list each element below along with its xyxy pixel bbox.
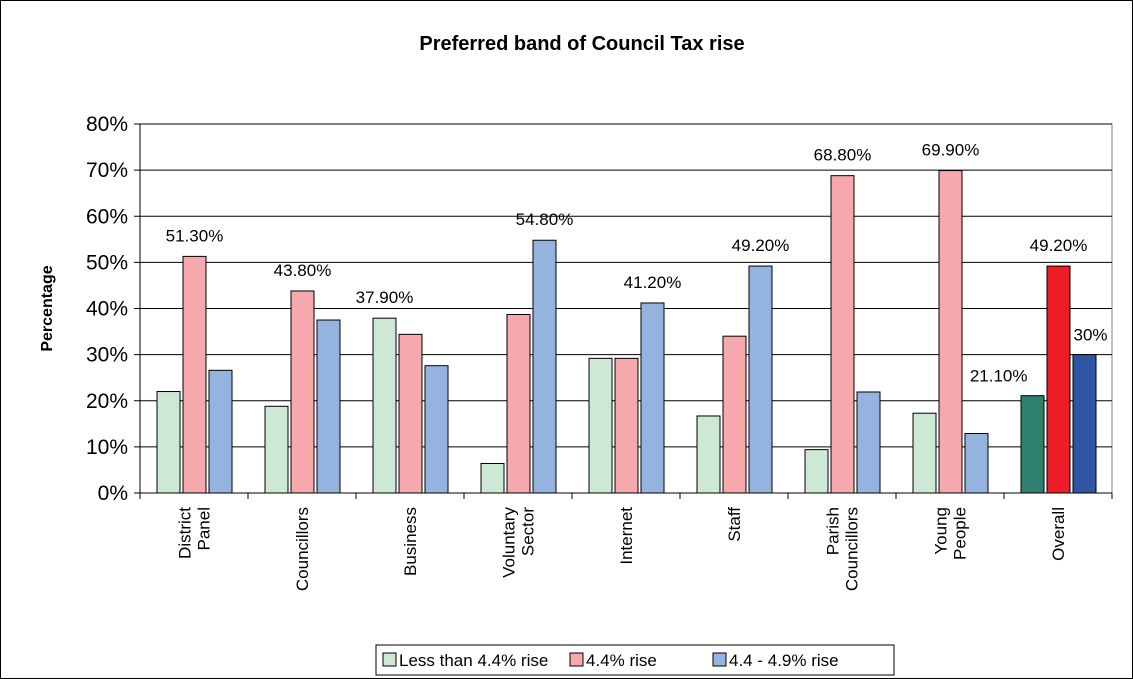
bar [424, 365, 449, 494]
category-label: Parish [824, 507, 843, 555]
legend-swatch [382, 652, 397, 667]
category-label: Internet [617, 507, 636, 565]
y-tick-label: 0% [98, 482, 128, 505]
bar [506, 313, 531, 494]
bar [938, 170, 963, 494]
bar [856, 391, 881, 494]
data-label: 21.10% [970, 367, 1028, 386]
legend-swatch [712, 652, 727, 667]
bar [290, 290, 315, 494]
category-label: People [951, 507, 970, 560]
bar [830, 175, 855, 494]
legend-label: 4.4 - 4.9% rise [729, 651, 839, 670]
bar [964, 432, 989, 494]
y-tick-label: 60% [86, 205, 128, 228]
bar [722, 335, 747, 494]
bar [696, 415, 721, 494]
data-label: 43.80% [274, 261, 332, 280]
category-label: Voluntary [500, 507, 519, 578]
legend-box [375, 644, 895, 676]
category-label: Young [932, 507, 951, 555]
data-label: 49.20% [732, 236, 790, 255]
category-label: Panel [195, 507, 214, 550]
bar [398, 333, 423, 494]
bar [640, 302, 665, 494]
legend-label: 4.4% rise [586, 651, 657, 670]
category-label: Sector [519, 507, 538, 556]
y-tick-label: 50% [86, 251, 128, 274]
data-label: 51.30% [166, 226, 224, 245]
category-label: District [176, 507, 195, 559]
category-label: Councillors [843, 507, 862, 591]
data-label: 54.80% [516, 210, 574, 229]
bar [614, 357, 639, 494]
category-label: Business [401, 507, 420, 576]
chart-title: Preferred band of Council Tax rise [419, 33, 744, 55]
bar [912, 412, 937, 494]
y-tick-label: 40% [86, 298, 128, 321]
bar [588, 357, 613, 494]
bar [372, 317, 397, 494]
bar [480, 462, 505, 494]
category-label: Overall [1049, 507, 1068, 561]
data-label: 49.20% [1030, 236, 1088, 255]
bar [804, 449, 829, 494]
bar [1020, 395, 1045, 494]
bar [316, 319, 341, 494]
y-tick-label: 80% [86, 113, 128, 136]
y-tick-label: 10% [86, 436, 128, 459]
bar [156, 391, 181, 494]
bar [1046, 265, 1071, 494]
data-label: 69.90% [922, 141, 980, 160]
y-tick-label: 20% [86, 390, 128, 413]
data-label: 41.20% [624, 273, 682, 292]
bar [182, 255, 207, 494]
legend-label: Less than 4.4% rise [399, 651, 548, 670]
bar [748, 265, 773, 494]
y-axis-title: Percentage [39, 265, 56, 351]
y-tick-label: 30% [86, 344, 128, 367]
category-label: Councillors [293, 507, 312, 591]
data-label: 37.90% [356, 288, 414, 307]
bar [264, 405, 289, 494]
legend-swatch [569, 652, 584, 667]
data-label: 30% [1074, 326, 1108, 345]
bar [208, 369, 233, 494]
data-label: 68.80% [814, 146, 872, 165]
category-label: Staff [725, 507, 744, 542]
y-tick-label: 70% [86, 159, 128, 182]
bar [1072, 354, 1097, 494]
bar [532, 239, 557, 494]
